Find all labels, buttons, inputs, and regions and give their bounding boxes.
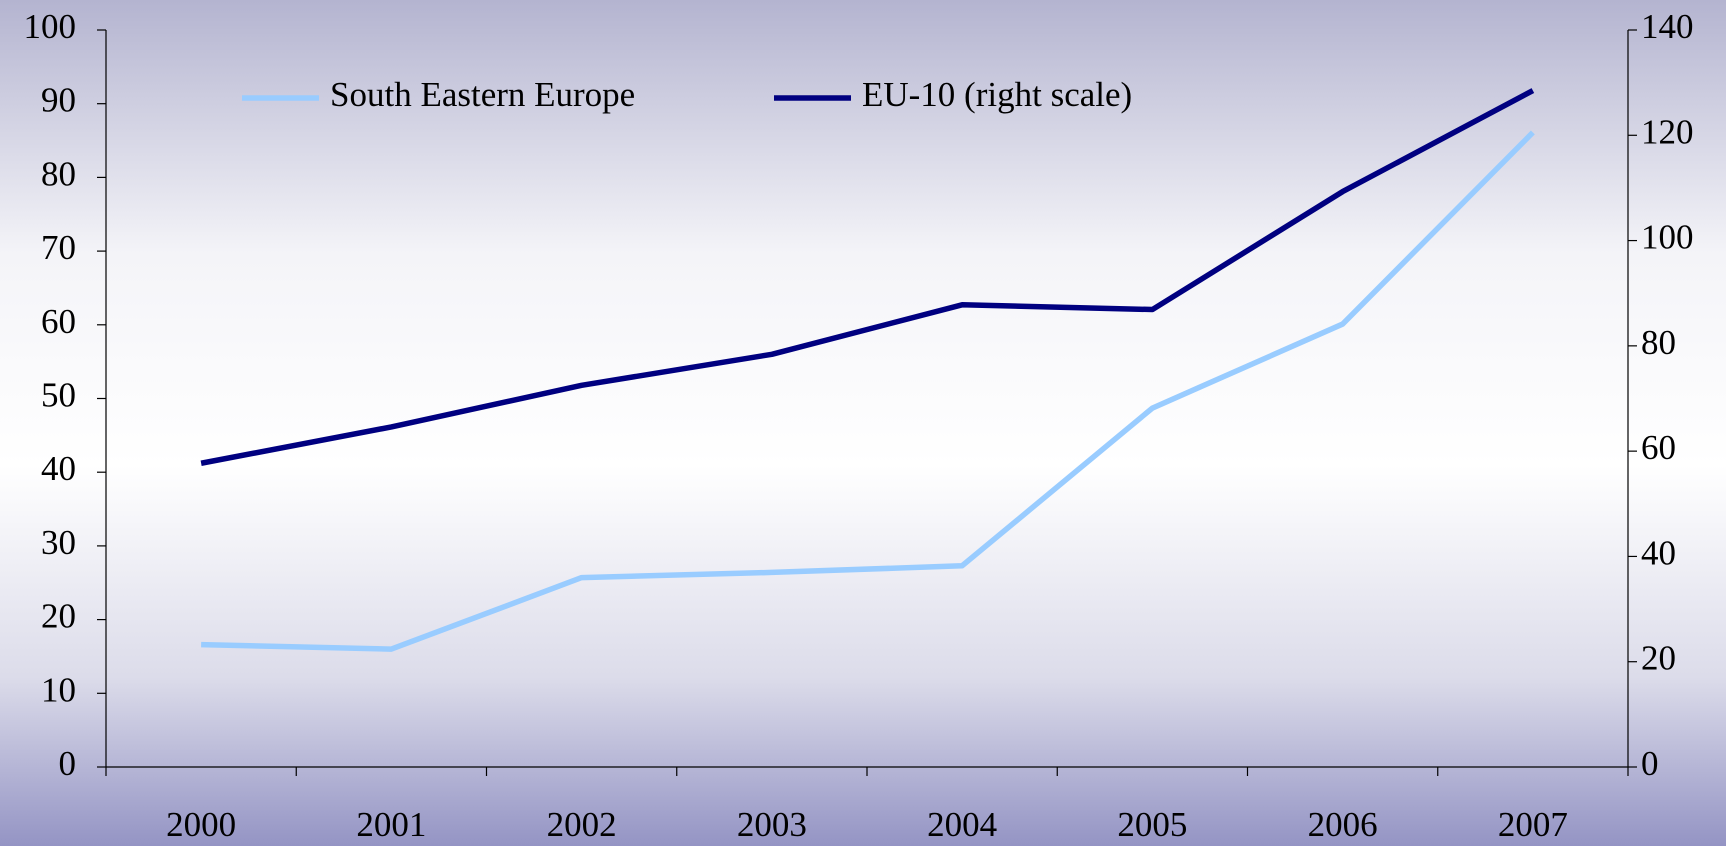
series-line xyxy=(201,130,1535,652)
x-tick-label: 2002 xyxy=(547,805,617,844)
y-tick-label: 0 xyxy=(59,744,77,783)
x-tick-label: 2001 xyxy=(356,805,426,844)
x-tick-label: 2006 xyxy=(1308,805,1378,844)
x-tick-label: 2003 xyxy=(737,805,807,844)
y-tick-label: 60 xyxy=(41,302,76,341)
series-line xyxy=(200,88,1535,466)
y-tick-label: 70 xyxy=(41,228,76,267)
x-tick-label: 2004 xyxy=(927,805,997,844)
y-tick-label: 50 xyxy=(41,376,76,415)
y2-tick-label: 100 xyxy=(1641,218,1694,257)
x-tick-label: 2007 xyxy=(1498,805,1568,844)
y-tick-label: 10 xyxy=(41,670,76,709)
y-tick-label: 90 xyxy=(41,81,76,120)
x-tick-label: 2005 xyxy=(1117,805,1187,844)
y2-tick-label: 80 xyxy=(1641,323,1676,362)
y-tick-label: 20 xyxy=(41,597,76,636)
y2-tick-label: 60 xyxy=(1641,428,1676,467)
y-tick-label: 40 xyxy=(41,449,76,488)
legend-label: South Eastern Europe xyxy=(330,75,635,114)
y2-tick-label: 120 xyxy=(1641,112,1694,151)
y2-tick-label: 0 xyxy=(1641,744,1659,783)
y-tick-label: 30 xyxy=(41,523,76,562)
legend-label: EU-10 (right scale) xyxy=(862,75,1132,114)
y-tick-label: 80 xyxy=(41,154,76,193)
y2-tick-label: 40 xyxy=(1641,533,1676,572)
x-tick-label: 2000 xyxy=(166,805,236,844)
y2-tick-label: 20 xyxy=(1641,639,1676,678)
y2-tick-label: 140 xyxy=(1641,7,1694,46)
y-tick-label: 100 xyxy=(24,7,77,46)
